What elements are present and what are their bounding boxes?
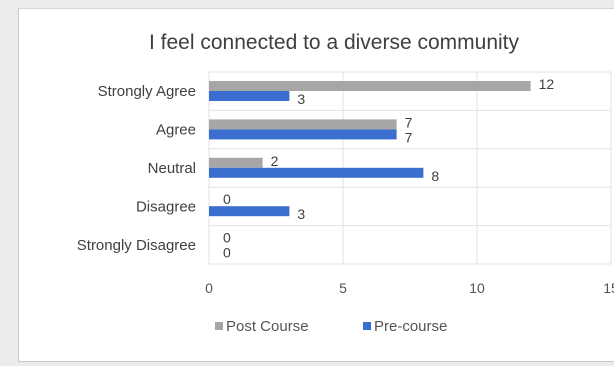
data-label: 7 (405, 114, 413, 130)
data-label: 7 (405, 129, 413, 145)
data-label: 12 (539, 76, 555, 92)
data-label: 3 (297, 91, 305, 107)
bars (209, 81, 531, 217)
legend-swatch (363, 322, 371, 330)
bar-pre-course (209, 167, 424, 178)
bar-post-course (209, 119, 397, 130)
category-label: Neutral (148, 160, 196, 177)
legend-swatch (215, 322, 223, 330)
x-tick-label: 10 (469, 280, 485, 296)
category-label: Agree (156, 122, 196, 139)
bar-pre-course (209, 129, 397, 140)
legend-label: Post Course (226, 318, 309, 335)
x-tick-label: 15 (603, 280, 614, 296)
bar-post-course (209, 157, 263, 168)
data-label: 0 (223, 191, 231, 207)
chart-title: I feel connected to a diverse community (149, 31, 520, 54)
data-label: 3 (297, 206, 305, 222)
data-label: 0 (223, 245, 231, 261)
legend: Post Course Pre-course (215, 318, 447, 335)
bar-pre-course (209, 91, 290, 101)
bar-chart: I feel connected to a diverse community … (77, 31, 614, 335)
chart-card: I feel connected to a diverse community … (18, 8, 614, 362)
data-label: 0 (223, 230, 231, 246)
bar-pre-course (209, 206, 290, 217)
category-label: Strongly Agree (98, 83, 196, 100)
data-label: 8 (431, 168, 439, 184)
x-tick-label: 0 (205, 280, 213, 296)
category-labels: Strongly Agree Agree Neutral Disagree Strong… (77, 83, 196, 254)
x-tick-label: 5 (339, 280, 347, 296)
category-label: Strongly Disagree (77, 237, 196, 254)
data-label: 2 (271, 153, 279, 169)
legend-label: Pre-course (374, 318, 447, 335)
gridlines (208, 71, 612, 265)
bar-post-course (209, 81, 531, 91)
x-axis-tick-labels: 0 5 10 15 (205, 280, 614, 296)
category-label: Disagree (136, 198, 196, 215)
